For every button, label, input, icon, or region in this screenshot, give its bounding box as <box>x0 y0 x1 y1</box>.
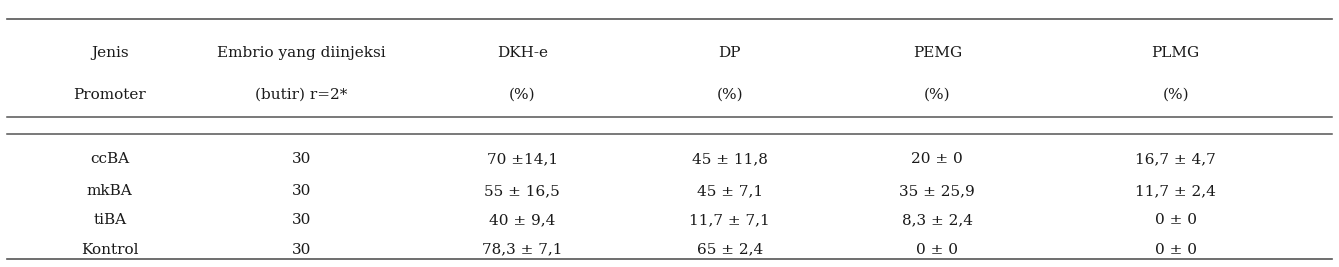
Text: Jenis: Jenis <box>91 46 129 60</box>
Text: 70 ±14,1: 70 ±14,1 <box>486 152 558 166</box>
Text: ccBA: ccBA <box>90 152 130 166</box>
Text: 20 ± 0: 20 ± 0 <box>912 152 963 166</box>
Text: 0 ± 0: 0 ± 0 <box>1154 243 1197 257</box>
Text: 30: 30 <box>292 184 311 198</box>
Text: tiBA: tiBA <box>94 213 126 227</box>
Text: DKH-e: DKH-e <box>497 46 548 60</box>
Text: (%): (%) <box>924 88 951 102</box>
Text: 65 ± 2,4: 65 ± 2,4 <box>696 243 763 257</box>
Text: 78,3 ± 7,1: 78,3 ± 7,1 <box>482 243 562 257</box>
Text: 11,7 ± 2,4: 11,7 ± 2,4 <box>1135 184 1216 198</box>
Text: Promoter: Promoter <box>74 88 146 102</box>
Text: (butir) r=2*: (butir) r=2* <box>256 88 347 102</box>
Text: (%): (%) <box>716 88 743 102</box>
Text: 55 ± 16,5: 55 ± 16,5 <box>485 184 560 198</box>
Text: 45 ± 11,8: 45 ± 11,8 <box>692 152 767 166</box>
Text: 0 ± 0: 0 ± 0 <box>1154 213 1197 227</box>
Text: PEMG: PEMG <box>913 46 961 60</box>
Text: 16,7 ± 4,7: 16,7 ± 4,7 <box>1135 152 1216 166</box>
Text: mkBA: mkBA <box>87 184 133 198</box>
Text: (%): (%) <box>509 88 536 102</box>
Text: Kontrol: Kontrol <box>82 243 138 257</box>
Text: Embrio yang diinjeksi: Embrio yang diinjeksi <box>217 46 386 60</box>
Text: 45 ± 7,1: 45 ± 7,1 <box>696 184 763 198</box>
Text: 8,3 ± 2,4: 8,3 ± 2,4 <box>901 213 973 227</box>
Text: (%): (%) <box>1162 88 1189 102</box>
Text: 35 ± 25,9: 35 ± 25,9 <box>900 184 975 198</box>
Text: 0 ± 0: 0 ± 0 <box>916 243 959 257</box>
Text: 40 ± 9,4: 40 ± 9,4 <box>489 213 556 227</box>
Text: DP: DP <box>719 46 740 60</box>
Text: 30: 30 <box>292 243 311 257</box>
Text: 30: 30 <box>292 152 311 166</box>
Text: 11,7 ± 7,1: 11,7 ± 7,1 <box>690 213 770 227</box>
Text: 30: 30 <box>292 213 311 227</box>
Text: PLMG: PLMG <box>1152 46 1200 60</box>
